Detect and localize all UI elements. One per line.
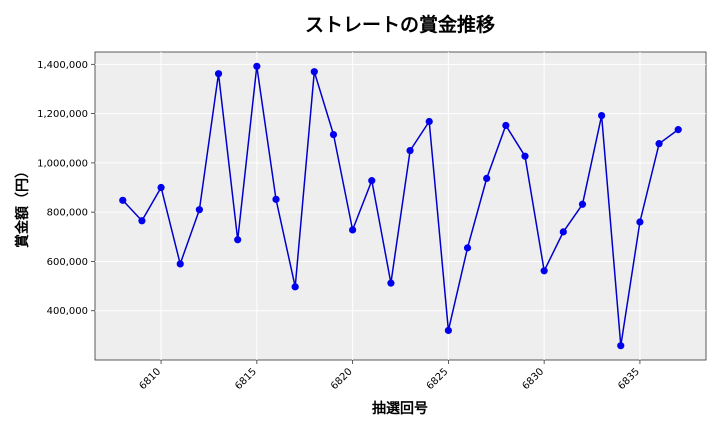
data-point: [195, 206, 203, 214]
data-point: [349, 226, 357, 234]
data-point: [540, 267, 548, 275]
data-point: [291, 283, 299, 291]
data-point: [636, 218, 644, 226]
data-point: [444, 326, 452, 335]
data-point: [483, 174, 491, 183]
x-tick-label: 6825: [425, 366, 451, 392]
data-point: [617, 342, 625, 350]
data-point: [425, 117, 433, 126]
data-points: [119, 62, 682, 350]
x-tick-label: 6815: [233, 366, 259, 392]
chart-title: ストレートの賞金推移: [305, 13, 495, 36]
data-point: [234, 236, 242, 244]
data-point: [253, 62, 261, 70]
data-point: [598, 111, 606, 120]
y-tick-label: 800,000: [47, 208, 88, 219]
x-tick-label: 6820: [329, 366, 355, 392]
y-axis-ticks: 400,000 600,000 800,000 1,000,000 1,200,000 1…: [37, 60, 95, 317]
y-tick-label: 600,000: [47, 257, 88, 268]
data-point: [387, 279, 395, 287]
data-point: [502, 121, 510, 130]
x-axis-ticks: 6810 6815 6820 6825 6830 6835: [137, 360, 642, 392]
data-point: [329, 130, 338, 139]
data-point: [157, 183, 165, 192]
data-point: [138, 217, 146, 225]
series-line: [122, 66, 679, 346]
data-point: [176, 260, 184, 268]
data-point: [521, 152, 529, 160]
y-tick-label: 400,000: [47, 306, 88, 317]
y-tick-label: 1,200,000: [37, 109, 88, 120]
x-tick-label: 6810: [137, 366, 163, 392]
data-point: [310, 68, 318, 76]
data-point: [406, 146, 414, 155]
x-tick-label: 6830: [520, 366, 546, 392]
data-point: [578, 200, 587, 208]
data-point: [119, 196, 127, 204]
x-tick-label: 6835: [616, 366, 642, 392]
data-point: [559, 228, 567, 236]
y-tick-label: 1,000,000: [37, 158, 88, 169]
y-axis-label: 賞金額（円）: [14, 164, 31, 248]
data-point: [655, 140, 663, 148]
data-point: [463, 244, 472, 252]
data-point: [674, 126, 682, 134]
x-axis-label: 抽選回号: [372, 400, 428, 417]
data-point: [214, 70, 223, 78]
y-tick-label: 1,400,000: [37, 60, 88, 71]
data-point: [272, 195, 280, 203]
data-point: [368, 177, 376, 185]
plot-area: [94, 51, 707, 361]
